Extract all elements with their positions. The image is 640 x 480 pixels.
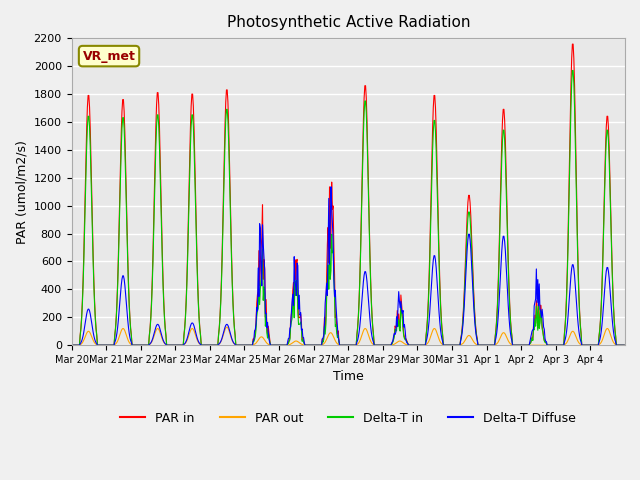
- PAR in: [234, 342, 242, 348]
- Line: Delta-T Diffuse: Delta-T Diffuse: [72, 187, 624, 345]
- Delta-T in: [68, 342, 76, 348]
- Delta-T in: [569, 68, 577, 73]
- PAR in: [282, 342, 290, 348]
- Delta-T in: [234, 342, 242, 348]
- Y-axis label: PAR (umol/m2/s): PAR (umol/m2/s): [15, 140, 28, 244]
- PAR in: [262, 314, 269, 320]
- Delta-T Diffuse: [282, 342, 290, 348]
- Delta-T Diffuse: [68, 342, 76, 348]
- X-axis label: Time: Time: [333, 371, 364, 384]
- PAR out: [283, 342, 291, 348]
- PAR in: [405, 342, 413, 348]
- PAR out: [235, 342, 243, 348]
- PAR out: [132, 342, 140, 348]
- Text: VR_met: VR_met: [83, 49, 136, 62]
- PAR out: [436, 339, 444, 345]
- PAR out: [262, 339, 270, 345]
- Delta-T in: [436, 284, 444, 290]
- Title: Photosynthetic Active Radiation: Photosynthetic Active Radiation: [227, 15, 470, 30]
- Delta-T Diffuse: [436, 326, 444, 332]
- Delta-T in: [282, 342, 290, 348]
- Delta-T Diffuse: [234, 342, 242, 348]
- PAR in: [620, 342, 628, 348]
- PAR in: [568, 41, 576, 47]
- Delta-T in: [132, 342, 140, 348]
- Delta-T Diffuse: [262, 311, 269, 316]
- PAR in: [132, 342, 140, 348]
- PAR out: [68, 342, 76, 348]
- Delta-T in: [620, 342, 628, 348]
- Delta-T Diffuse: [406, 342, 413, 348]
- PAR in: [68, 342, 76, 348]
- Delta-T in: [405, 342, 413, 348]
- PAR in: [436, 278, 444, 284]
- Delta-T Diffuse: [132, 342, 140, 348]
- Delta-T Diffuse: [620, 342, 628, 348]
- PAR out: [223, 324, 231, 330]
- Legend: PAR in, PAR out, Delta-T in, Delta-T Diffuse: PAR in, PAR out, Delta-T in, Delta-T Dif…: [115, 407, 581, 430]
- Line: PAR out: PAR out: [72, 327, 624, 345]
- PAR out: [620, 342, 628, 348]
- Line: Delta-T in: Delta-T in: [72, 71, 624, 345]
- Line: PAR in: PAR in: [72, 44, 624, 345]
- Delta-T Diffuse: [327, 184, 335, 190]
- PAR out: [406, 342, 413, 348]
- Delta-T in: [262, 324, 269, 329]
